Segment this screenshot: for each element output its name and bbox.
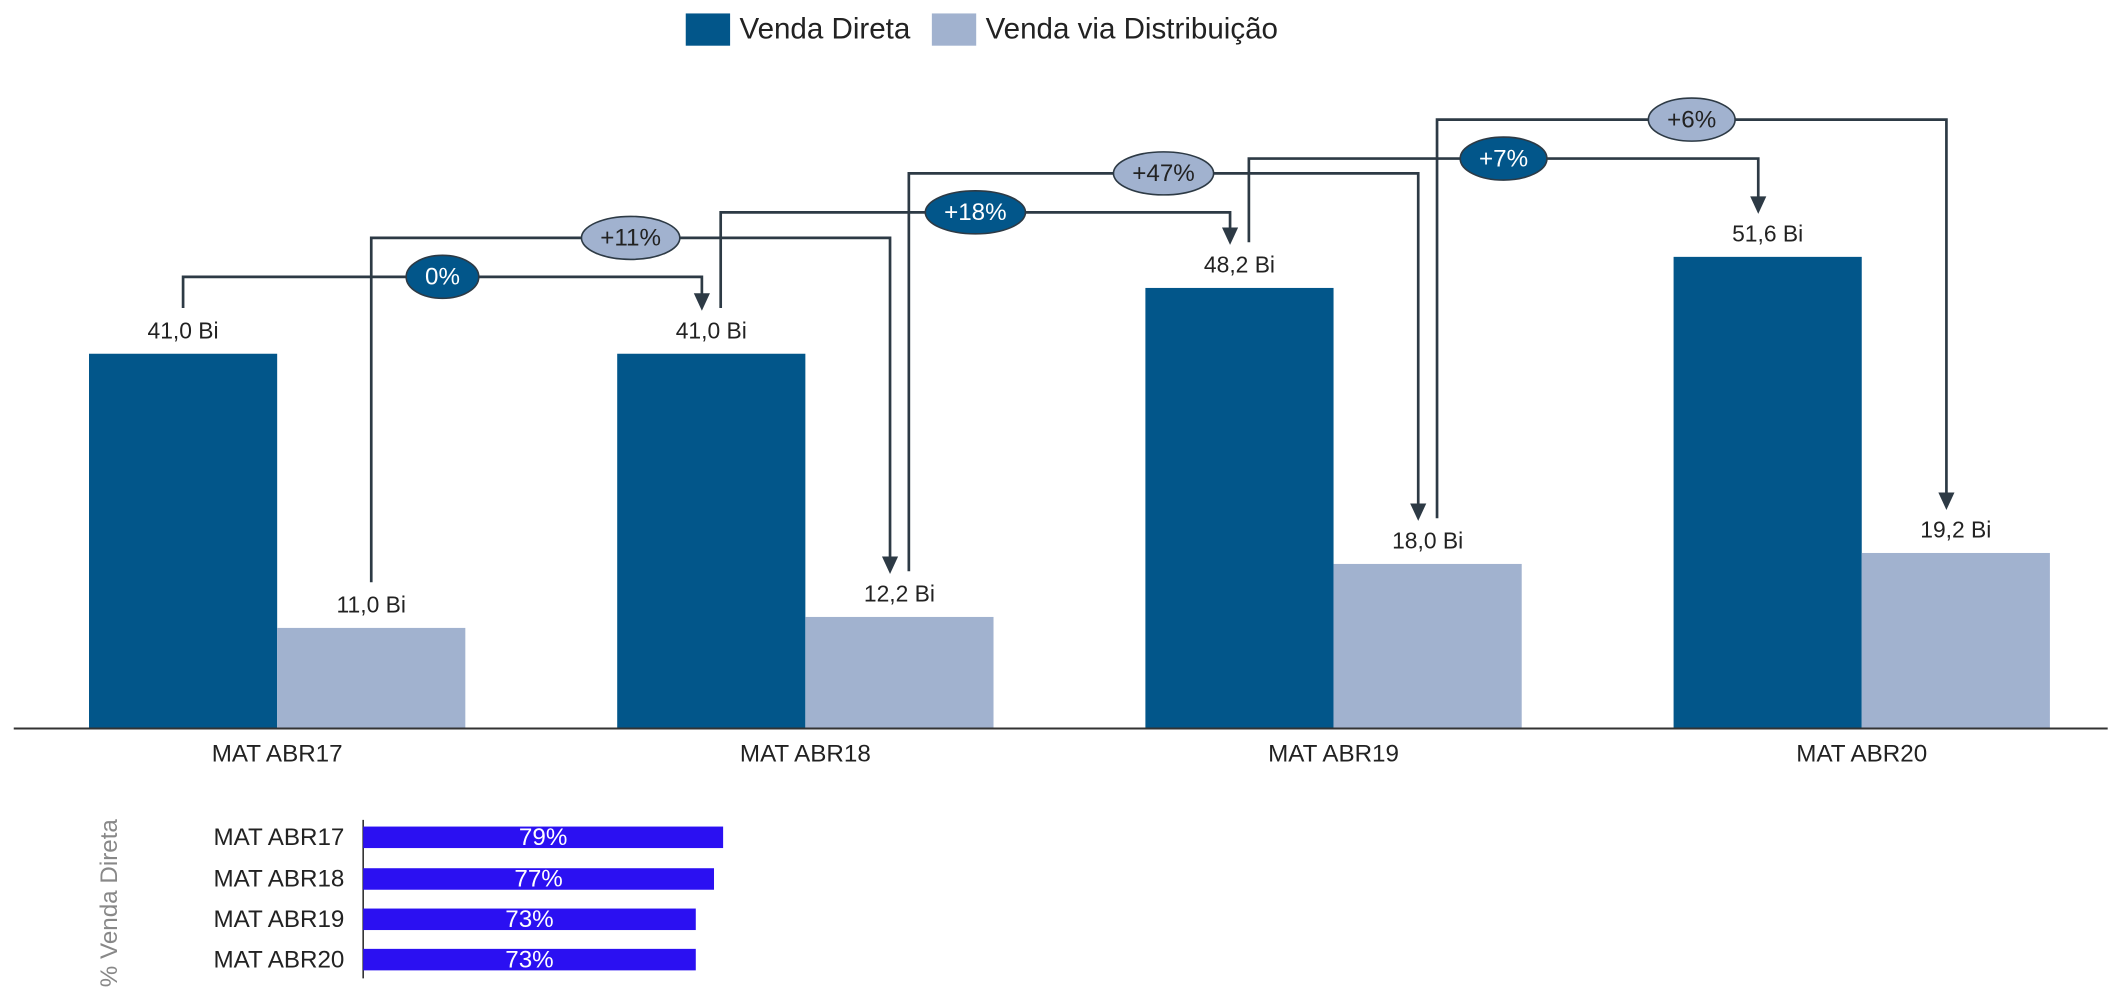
growth-pill bbox=[1112, 151, 1215, 196]
y-tick-label: MAT ABR18 bbox=[214, 866, 345, 893]
legend-label: Venda Direta bbox=[740, 13, 911, 46]
y-tick-label: MAT ABR17 bbox=[214, 824, 345, 851]
value-label: 12,2 Bi bbox=[864, 580, 935, 606]
bar bbox=[1333, 563, 1522, 729]
value-label: 41,0 Bi bbox=[148, 317, 219, 343]
bar bbox=[1673, 256, 1862, 729]
bar bbox=[363, 868, 715, 890]
value-label: 79% bbox=[519, 824, 567, 851]
value-label: 48,2 Bi bbox=[1204, 251, 1275, 277]
value-label: 73% bbox=[505, 946, 553, 973]
bar bbox=[363, 826, 724, 849]
value-label: 19,2 Bi bbox=[1920, 517, 1991, 543]
growth-label: +47% bbox=[1132, 160, 1195, 187]
y-tick-label: MAT ABR19 bbox=[214, 906, 345, 933]
growth-pill bbox=[1647, 97, 1736, 142]
growth-pill bbox=[580, 215, 681, 261]
value-label: 73% bbox=[505, 906, 553, 933]
bar bbox=[1145, 287, 1334, 729]
legend-swatch bbox=[931, 13, 977, 46]
growth-pill bbox=[405, 254, 480, 300]
legend-swatch bbox=[685, 13, 731, 46]
arrow-head bbox=[1222, 227, 1239, 245]
growth-label: +18% bbox=[944, 199, 1007, 226]
x-tick-label: MAT ABR18 bbox=[740, 741, 871, 768]
x-tick-label: MAT ABR17 bbox=[212, 741, 343, 768]
value-label: 77% bbox=[514, 866, 562, 893]
x-tick-label: MAT ABR20 bbox=[1796, 741, 1927, 768]
y-axis-label: % Venda Direta bbox=[96, 819, 123, 988]
x-tick-label: MAT ABR19 bbox=[1268, 741, 1399, 768]
arrow-head bbox=[881, 556, 899, 574]
growth-label: +6% bbox=[1667, 106, 1716, 133]
growth-pill bbox=[924, 190, 1027, 235]
value-label: 41,0 Bi bbox=[676, 317, 747, 343]
arrow-head bbox=[1750, 196, 1767, 214]
bar bbox=[89, 353, 278, 729]
bar bbox=[1861, 552, 2050, 729]
bar bbox=[617, 353, 806, 729]
bar bbox=[363, 908, 696, 931]
arrow-head bbox=[1938, 492, 1955, 510]
growth-label: +11% bbox=[600, 225, 661, 252]
arrow-head bbox=[693, 293, 710, 311]
bar bbox=[805, 616, 994, 729]
value-label: 51,6 Bi bbox=[1732, 220, 1803, 246]
arrow-head bbox=[1410, 503, 1427, 521]
y-tick-label: MAT ABR20 bbox=[214, 946, 345, 973]
growth-label: +7% bbox=[1479, 145, 1528, 172]
bar bbox=[363, 948, 696, 971]
legend-label: Venda via Distribuição bbox=[986, 13, 1278, 46]
bar bbox=[277, 627, 466, 729]
value-label: 11,0 Bi bbox=[337, 591, 406, 617]
growth-label: 0% bbox=[425, 264, 460, 291]
value-label: 18,0 Bi bbox=[1392, 527, 1463, 553]
growth-pill bbox=[1459, 136, 1548, 181]
